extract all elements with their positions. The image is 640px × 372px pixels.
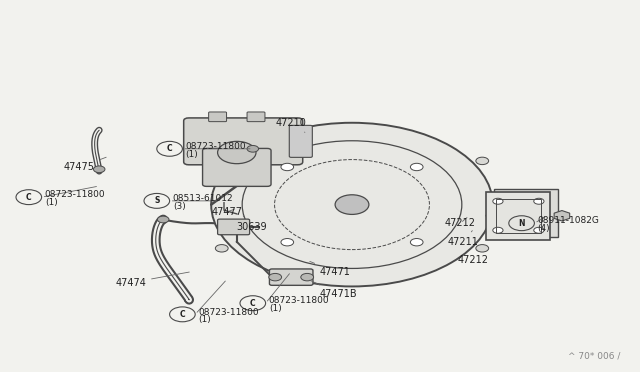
FancyBboxPatch shape — [209, 112, 227, 122]
Text: S: S — [154, 196, 159, 205]
Text: (3): (3) — [173, 202, 186, 211]
Text: 08723-11800: 08723-11800 — [186, 142, 246, 151]
Text: 30639: 30639 — [237, 216, 268, 232]
Circle shape — [534, 198, 544, 204]
Text: 47211: 47211 — [448, 231, 479, 247]
Text: (1): (1) — [186, 150, 198, 159]
Text: 47212: 47212 — [445, 218, 476, 228]
Circle shape — [211, 123, 493, 286]
Circle shape — [410, 238, 423, 246]
Polygon shape — [554, 211, 570, 221]
FancyBboxPatch shape — [184, 118, 303, 165]
Text: C: C — [26, 193, 31, 202]
Circle shape — [476, 157, 489, 165]
Circle shape — [410, 163, 423, 171]
Circle shape — [218, 141, 256, 164]
FancyBboxPatch shape — [247, 112, 265, 122]
Circle shape — [215, 157, 228, 165]
Circle shape — [269, 273, 282, 281]
Text: (1): (1) — [198, 315, 211, 324]
Text: 47471B: 47471B — [310, 280, 358, 299]
Text: 47471: 47471 — [310, 262, 351, 276]
Text: C: C — [167, 144, 172, 153]
Text: 47210: 47210 — [275, 118, 306, 132]
Text: ^ 70* 006 /: ^ 70* 006 / — [568, 352, 621, 361]
FancyBboxPatch shape — [269, 269, 313, 285]
Text: 08723-11800: 08723-11800 — [198, 308, 259, 317]
Circle shape — [534, 227, 544, 233]
Text: 08911-1082G: 08911-1082G — [538, 217, 600, 225]
Text: 47212: 47212 — [458, 249, 488, 265]
Circle shape — [215, 245, 228, 252]
Circle shape — [335, 195, 369, 214]
Bar — [496, 199, 541, 233]
Circle shape — [247, 145, 259, 152]
Bar — [494, 189, 558, 237]
Text: 08723-11800: 08723-11800 — [269, 296, 330, 305]
Text: 08723-11800: 08723-11800 — [45, 190, 106, 199]
Text: 47477: 47477 — [211, 207, 242, 217]
Text: (4): (4) — [538, 224, 550, 233]
Bar — [486, 192, 550, 240]
Text: 08513-61012: 08513-61012 — [173, 194, 234, 203]
Text: C: C — [250, 299, 255, 308]
Text: N: N — [518, 219, 525, 228]
Circle shape — [493, 227, 503, 233]
FancyBboxPatch shape — [218, 219, 250, 235]
Text: C: C — [180, 310, 185, 319]
Circle shape — [157, 216, 169, 223]
FancyBboxPatch shape — [202, 148, 271, 186]
FancyBboxPatch shape — [289, 125, 312, 157]
Text: (1): (1) — [269, 304, 282, 313]
Circle shape — [93, 166, 105, 173]
Circle shape — [281, 238, 294, 246]
Text: 47475: 47475 — [64, 157, 106, 172]
Circle shape — [476, 245, 489, 252]
Circle shape — [493, 198, 503, 204]
Circle shape — [301, 273, 314, 281]
Text: (1): (1) — [45, 198, 58, 207]
Circle shape — [281, 163, 294, 171]
Text: 47474: 47474 — [115, 272, 189, 288]
